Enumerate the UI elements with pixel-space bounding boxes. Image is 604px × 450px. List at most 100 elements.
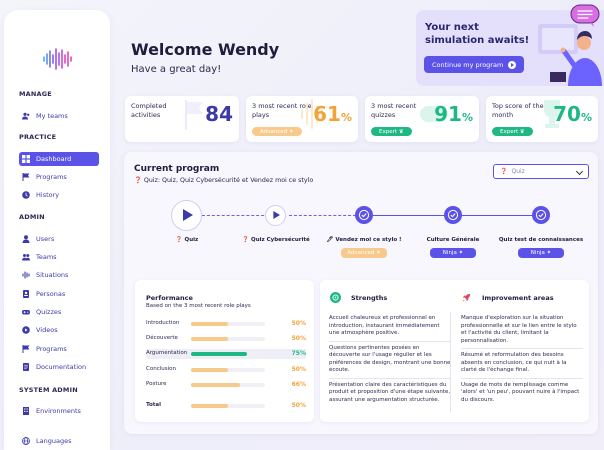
stat-label: 3 most recent quizzes [371,102,417,119]
check-icon [358,209,370,221]
current-program-panel: Current program ❓ Quiz: Quiz, Quiz Cyber… [124,152,598,434]
program-select-dropdown[interactable]: ❓ Quiz [493,164,589,179]
presenter-illustration [538,24,602,86]
grid-icon [22,155,30,163]
chevron-down-icon [575,167,584,176]
stat-value: 70% [553,102,592,126]
sidebar-item-programs[interactable]: Programs [19,170,99,184]
step-vendez-node[interactable] [355,206,373,224]
flag-icon [22,345,30,353]
sidebar-item-users[interactable]: Users [19,232,99,246]
step-culture-generale-node[interactable] [444,206,462,224]
stat-value: 61% [313,102,352,126]
step-connector [202,215,274,216]
continue-program-button[interactable]: Continue my program [424,56,525,73]
globe-icon [22,437,30,445]
sidebar-item-documentation[interactable]: Documentation [19,360,99,374]
strengths-header: Strengths [330,292,387,303]
sidebar-item-videos[interactable]: Videos [19,323,99,337]
sidebar-item-quizzes[interactable]: Quizzes [19,305,99,319]
improvements-list: Manque d'exploration sur la situation pr… [461,315,583,410]
question-icon: ❓ [134,177,142,184]
step-quiz-cybersecurite-node[interactable] [265,205,286,226]
strengths-list: Accueil chaleureux et professionnel en i… [329,315,451,410]
section-admin: ADMIN [19,213,45,221]
page-subtitle: Have a great day! [131,64,222,75]
stat-card-completed-activities: Completed activities 84 [125,96,239,142]
sidebar-item-dashboard[interactable]: Dashboard [19,152,99,166]
performance-subtitle: Based on the 3 most recent role plays [146,303,251,309]
question-icon: ❓ [175,237,183,243]
sidebar-item-label: Environments [36,407,81,415]
progress-bar [191,352,247,356]
rocket-icon [461,292,472,303]
level-badge-advanced: Advanced ✦ [252,127,302,136]
improvement-item: Usage de mots de remplissage comme 'alor… [461,381,580,403]
sidebar-item-label: Dashboard [36,155,72,163]
step-connector [289,215,356,216]
stat-label: Completed activities [131,102,167,119]
page-title: Welcome Wendy [131,40,280,59]
question-icon: ❓ [500,168,508,175]
improvements-header: Improvement areas [461,292,554,303]
play-icon [273,211,280,219]
divider [450,312,451,412]
stat-card-recent-role-plays: 3 most recent role plays 61% Advanced ✦ [246,96,358,142]
improvement-item: Résumé et reformulation des besoins abse… [461,352,583,379]
clock-icon [22,191,30,199]
step-label: ❓ Quiz [175,237,199,243]
progress-bar [191,383,240,387]
sidebar-item-label: Users [36,235,55,243]
continue-program-label: Continue my program [432,60,504,69]
play-icon [508,60,517,69]
progress-bar [191,337,228,341]
gamepad-icon [22,310,30,315]
step-connector [461,215,535,216]
step-label: ❓ Quiz Cybersécurité [242,237,310,243]
sidebar-item-teams[interactable]: Teams [19,250,99,264]
progress-bar [191,368,228,372]
sidebar-item-label: My teams [36,112,68,120]
chat-bubble-icon [570,4,600,27]
sidebar-item-label: History [36,191,60,199]
sidebar-item-situations[interactable]: Situations [19,268,99,282]
play-circle-icon [22,326,30,334]
pen-icon: 🖊 [326,237,334,243]
flag-illustration-icon [185,100,203,130]
strength-item: Questions pertinentes posées en découver… [329,345,451,379]
sidebar-item-admin-programs[interactable]: Programs [19,342,99,356]
step-connector [372,215,446,216]
sidebar-item-label: Programs [36,345,67,353]
stat-label: 3 most recent role plays [252,102,312,119]
feedback-card: Strengths Improvement areas Accueil chal… [320,280,589,422]
performance-title: Performance [146,294,193,302]
check-icon [535,209,547,221]
section-manage: MANAGE [19,90,52,98]
performance-total-row: Total 50% [146,402,306,409]
improvement-item: Manque d'exploration sur la situation pr… [461,315,583,349]
step-quiz-test-node[interactable] [532,206,550,224]
stat-label: Top score of the month [492,102,544,119]
sidebar-item-label: Videos [36,326,58,334]
sidebar-item-my-teams[interactable]: My teams [19,109,99,123]
sidebar: MANAGE My teams PRACTICE Dashboard Progr… [4,10,110,450]
sidebar-item-history[interactable]: History [19,188,99,202]
target-icon [330,292,341,303]
sidebar-item-environments[interactable]: Environments [19,404,99,418]
gamepad-watermark-icon [420,106,448,122]
performance-row: Posture 66% [146,381,306,388]
simulation-title: Your next simulation awaits! [425,22,530,46]
question-icon: ❓ [242,237,250,243]
performance-row: Découverte 50% [146,335,306,342]
sidebar-item-personas[interactable]: Personas [19,287,99,301]
level-badge-advanced: Advanced ✦ [341,248,387,258]
progress-bar [191,322,228,326]
stat-card-top-score: Top score of the month 70% Expert ♛ [486,96,598,142]
step-label: Quiz test de connaissances [498,237,584,243]
stat-value: 91% [434,102,473,126]
strength-item: Présentation claire des caractéristiques… [329,381,451,403]
sidebar-item-languages[interactable]: Languages [19,434,99,448]
level-badge-expert: Expert ♛ [492,127,533,136]
step-quiz-node[interactable] [171,200,202,231]
level-badge-expert: Expert ♛ [371,127,412,136]
